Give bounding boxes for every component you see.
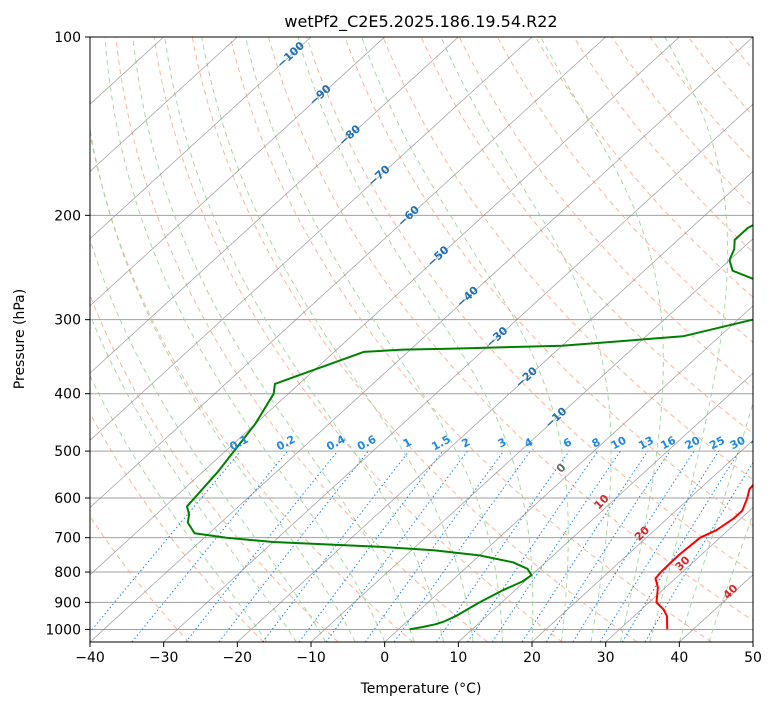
x-tick-label: 10 xyxy=(449,650,467,666)
x-tick-label: −20 xyxy=(223,650,253,666)
mixing-ratio-line xyxy=(572,450,695,642)
chart-title: wetPf2_C2E5.2025.186.19.54.R22 xyxy=(284,12,557,32)
isotherm-line xyxy=(90,37,533,441)
dry-adiabat-line xyxy=(115,37,488,642)
y-tick-label: 900 xyxy=(54,595,81,611)
y-tick-label: 1000 xyxy=(45,622,81,638)
mixing-ratio-line xyxy=(621,450,740,642)
sounding-series xyxy=(186,224,753,631)
mixing-ratio-label: 20 xyxy=(683,433,703,452)
moist-adiabat-line xyxy=(104,37,386,642)
mixing-ratio-line xyxy=(545,450,671,642)
mixing-ratio-line xyxy=(298,450,444,642)
mixing-ratio-line xyxy=(262,450,410,642)
y-axis-label: Pressure (hPa) xyxy=(12,289,28,389)
mixing-ratio-label: 25 xyxy=(707,434,727,453)
dry-adiabat-line xyxy=(191,37,638,642)
isotherm-line xyxy=(90,37,753,642)
moist-adiabat-line xyxy=(164,37,445,642)
moist-adiabat-line xyxy=(678,401,753,642)
mixing-ratio-line xyxy=(467,450,599,642)
isotherm-line xyxy=(90,37,312,240)
isotherm-line xyxy=(90,37,459,374)
moist-adiabat-line xyxy=(361,37,569,642)
isotherm-line xyxy=(384,305,753,642)
dry-adiabat-line xyxy=(496,37,753,344)
isotherm-line xyxy=(237,170,753,642)
dry-adiabat-line xyxy=(90,412,264,642)
moist-adiabat-line xyxy=(440,37,612,642)
mixing-ratio-line xyxy=(491,450,621,642)
mixing-ratio-line xyxy=(364,450,505,642)
moist-adiabat-line xyxy=(297,37,534,642)
isotherm-line xyxy=(90,37,680,576)
isotherm-line xyxy=(90,37,606,509)
isobar-lines xyxy=(90,37,753,630)
temperature-profile-line xyxy=(654,483,753,630)
dry-adiabat-line xyxy=(90,293,339,642)
plot-frame xyxy=(89,36,754,643)
dry-adiabat-line xyxy=(765,37,775,642)
moist-adiabat-line xyxy=(90,125,356,642)
mixing-ratio-label: 30 xyxy=(728,434,748,453)
x-tick-label: −30 xyxy=(149,650,179,666)
x-tick-label: −10 xyxy=(296,650,326,666)
y-tick-label: 300 xyxy=(54,313,81,329)
y-tick-label: 500 xyxy=(54,444,81,460)
x-axis-label: Temperature (°C) xyxy=(360,681,482,697)
x-tick-label: 50 xyxy=(744,650,762,666)
y-tick-label: 800 xyxy=(54,565,81,581)
mixing-ratio-line xyxy=(185,450,338,642)
dry-adiabat-line xyxy=(306,37,753,574)
dry-adiabat-line xyxy=(268,37,753,622)
moist-adiabat-line xyxy=(649,37,729,642)
y-tick-label: 400 xyxy=(54,387,81,403)
y-axis-ticks: 100 200 300 400 500 600 700 800 900 1000 xyxy=(45,30,90,638)
isotherm-line xyxy=(605,507,753,642)
dry-adiabat-line xyxy=(153,37,563,642)
y-tick-label: 600 xyxy=(54,491,81,507)
dry-adiabat-line xyxy=(229,37,712,642)
moist-adiabat-line xyxy=(90,237,327,642)
dewpoint-profile-line xyxy=(186,224,753,631)
x-tick-label: 20 xyxy=(523,650,541,666)
mixing-ratio-label: 10 xyxy=(609,433,629,452)
isotherm-line xyxy=(531,439,753,642)
isotherm-line xyxy=(752,641,753,642)
isotherm-line xyxy=(90,37,238,172)
y-tick-label: 700 xyxy=(54,531,81,547)
x-tick-label: 30 xyxy=(597,650,615,666)
isotherm-line xyxy=(458,372,753,642)
moist-adiabat-line xyxy=(90,313,297,642)
x-tick-label: 0 xyxy=(380,650,389,666)
x-tick-label: −40 xyxy=(75,650,105,666)
moist-adiabat-line xyxy=(245,37,503,642)
x-axis-ticks: −40 −30 −20 −10 0 10 20 30 40 50 xyxy=(75,642,762,666)
mixing-ratio-line xyxy=(90,450,242,633)
moist-adiabat-line xyxy=(90,374,268,642)
x-tick-label: 40 xyxy=(670,650,688,666)
y-tick-label: 200 xyxy=(54,208,81,224)
dry-adiabat-line xyxy=(90,515,190,642)
y-tick-label: 100 xyxy=(54,30,81,46)
mixing-ratio-label: 13 xyxy=(636,434,656,453)
mixing-ratio-line xyxy=(521,450,649,642)
mixing-ratio-label: 36 xyxy=(749,434,769,453)
moist-adiabat-line xyxy=(201,37,474,642)
mixing-ratio-line xyxy=(131,450,288,642)
mixing-ratio-line xyxy=(325,450,468,642)
dry-adiabat-line xyxy=(458,37,753,389)
isotherm-line xyxy=(90,37,385,307)
mixing-ratio-label: 16 xyxy=(658,434,678,453)
